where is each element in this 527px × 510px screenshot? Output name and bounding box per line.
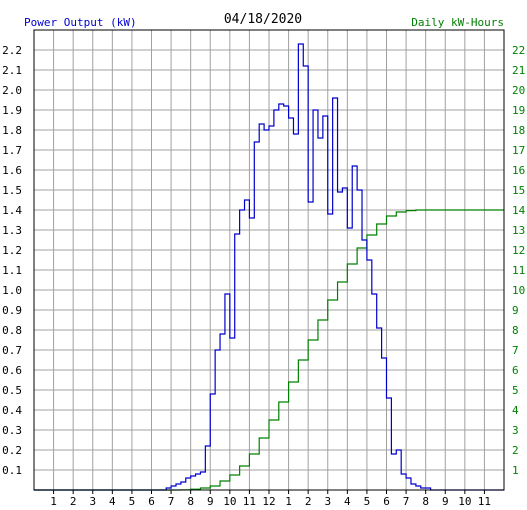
left-tick-label: 0.5 bbox=[2, 384, 22, 397]
left-tick-label: 0.7 bbox=[2, 344, 22, 357]
x-tick-label: 8 bbox=[187, 495, 194, 508]
right-tick-label: 18 bbox=[512, 124, 525, 137]
series-line-power-output bbox=[34, 43, 504, 491]
right-tick-label: 19 bbox=[512, 104, 525, 117]
left-tick-label: 2.0 bbox=[2, 84, 22, 97]
grid bbox=[34, 30, 504, 490]
left-tick-label: 0.8 bbox=[2, 324, 22, 337]
right-tick-label: 12 bbox=[512, 244, 525, 257]
left-tick-label: 0.2 bbox=[2, 444, 22, 457]
right-axis-title: Daily kW-Hours bbox=[411, 16, 504, 29]
right-tick-label: 20 bbox=[512, 84, 525, 97]
left-tick-label: 1.1 bbox=[2, 264, 22, 277]
x-tick-label: 4 bbox=[344, 495, 351, 508]
x-tick-label: 6 bbox=[148, 495, 155, 508]
left-tick-label: 0.9 bbox=[2, 304, 22, 317]
right-tick-label: 21 bbox=[512, 64, 525, 77]
right-tick-label: 14 bbox=[512, 204, 526, 217]
x-tick-label: 5 bbox=[364, 495, 371, 508]
x-tick-label: 9 bbox=[207, 495, 214, 508]
x-tick-label: 9 bbox=[442, 495, 449, 508]
left-tick-label: 1.2 bbox=[2, 244, 22, 257]
x-tick-label: 2 bbox=[305, 495, 312, 508]
right-tick-label: 9 bbox=[512, 304, 519, 317]
x-tick-label: 11 bbox=[478, 495, 491, 508]
left-tick-label: 0.6 bbox=[2, 364, 22, 377]
x-tick-label: 3 bbox=[89, 495, 96, 508]
left-tick-label: 1.7 bbox=[2, 144, 22, 157]
series-line-daily-kwh bbox=[34, 209, 504, 491]
right-tick-label: 16 bbox=[512, 164, 525, 177]
x-tick-label: 10 bbox=[223, 495, 236, 508]
right-tick-label: 1 bbox=[512, 464, 519, 477]
x-tick-label: 7 bbox=[403, 495, 410, 508]
right-tick-label: 15 bbox=[512, 184, 525, 197]
right-tick-label: 4 bbox=[512, 404, 519, 417]
right-tick-label: 7 bbox=[512, 344, 519, 357]
right-tick-label: 17 bbox=[512, 144, 525, 157]
right-tick-label: 8 bbox=[512, 324, 519, 337]
left-tick-label: 1.8 bbox=[2, 124, 22, 137]
right-tick-label: 22 bbox=[512, 44, 525, 57]
chart-title: 04/18/2020 bbox=[224, 12, 302, 27]
left-tick-label: 0.3 bbox=[2, 424, 22, 437]
left-tick-label: 2.2 bbox=[2, 44, 22, 57]
left-tick-label: 1.5 bbox=[2, 184, 22, 197]
x-tick-label: 1 bbox=[285, 495, 292, 508]
series-layer bbox=[34, 43, 504, 491]
left-tick-label: 1.0 bbox=[2, 284, 22, 297]
right-tick-label: 5 bbox=[512, 384, 519, 397]
right-tick-label: 11 bbox=[512, 264, 525, 277]
x-tick-label: 7 bbox=[168, 495, 175, 508]
x-tick-label: 4 bbox=[109, 495, 116, 508]
x-tick-label: 11 bbox=[243, 495, 256, 508]
x-tick-label: 8 bbox=[422, 495, 429, 508]
left-axis-ticks: 0.1 0.2 0.3 0.4 0.5 0.6 0.7 0.8 0.9 1.0 1.1 1.2 1.3 1… bbox=[2, 44, 22, 477]
right-tick-label: 2 bbox=[512, 444, 519, 457]
left-tick-label: 1.4 bbox=[2, 204, 22, 217]
x-tick-label: 3 bbox=[324, 495, 331, 508]
right-tick-label: 3 bbox=[512, 424, 519, 437]
right-tick-label: 6 bbox=[512, 364, 519, 377]
left-tick-label: 2.1 bbox=[2, 64, 22, 77]
plot-frame bbox=[33, 29, 505, 491]
x-tick-label: 5 bbox=[129, 495, 136, 508]
x-tick-label: 1 bbox=[50, 495, 57, 508]
left-tick-label: 1.3 bbox=[2, 224, 22, 237]
x-tick-label: 6 bbox=[383, 495, 390, 508]
left-tick-label: 1.9 bbox=[2, 104, 22, 117]
x-tick-label: 10 bbox=[458, 495, 471, 508]
left-tick-label: 1.6 bbox=[2, 164, 22, 177]
x-axis-ticks: 1 2 3 4 5 6 7 8 9 10 11 12 1 2 3 4 5 6 7 8 9 10 11 bbox=[50, 490, 491, 508]
x-tick-label: 2 bbox=[70, 495, 77, 508]
left-tick-label: 0.1 bbox=[2, 464, 22, 477]
right-tick-label: 13 bbox=[512, 224, 525, 237]
left-axis-title: Power Output (kW) bbox=[24, 16, 137, 29]
right-tick-label: 10 bbox=[512, 284, 525, 297]
left-tick-label: 0.4 bbox=[2, 404, 22, 417]
x-tick-label: 12 bbox=[262, 495, 275, 508]
